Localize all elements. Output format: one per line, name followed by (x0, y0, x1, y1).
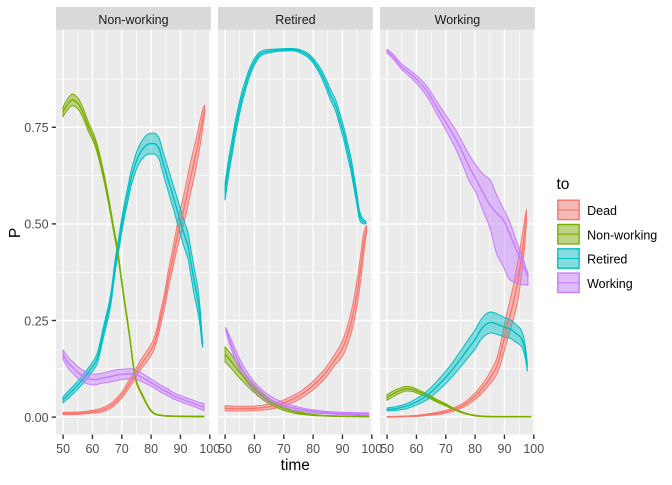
svg-text:Working: Working (435, 13, 481, 27)
svg-text:80: 80 (306, 442, 320, 456)
svg-text:90: 90 (174, 442, 188, 456)
svg-text:90: 90 (336, 442, 350, 456)
svg-text:0.25: 0.25 (24, 314, 48, 328)
svg-text:to: to (557, 176, 570, 193)
svg-text:70: 70 (115, 442, 129, 456)
svg-text:60: 60 (409, 442, 423, 456)
svg-text:0.75: 0.75 (24, 121, 48, 135)
svg-text:100: 100 (199, 442, 220, 456)
svg-text:100: 100 (523, 442, 544, 456)
svg-text:Non-working: Non-working (98, 13, 168, 27)
svg-text:P: P (7, 228, 24, 238)
svg-text:time: time (281, 457, 310, 474)
svg-text:50: 50 (218, 442, 232, 456)
svg-text:Dead: Dead (587, 204, 617, 218)
svg-text:Working: Working (587, 277, 633, 291)
svg-text:60: 60 (247, 442, 261, 456)
svg-text:Non-working: Non-working (587, 228, 657, 242)
svg-text:70: 70 (439, 442, 453, 456)
svg-text:90: 90 (498, 442, 512, 456)
svg-text:0.50: 0.50 (24, 218, 48, 232)
svg-text:50: 50 (380, 442, 394, 456)
svg-text:70: 70 (277, 442, 291, 456)
svg-text:80: 80 (468, 442, 482, 456)
svg-text:60: 60 (85, 442, 99, 456)
svg-text:Retired: Retired (587, 253, 627, 267)
svg-text:80: 80 (144, 442, 158, 456)
svg-text:Retired: Retired (275, 13, 315, 27)
svg-text:100: 100 (361, 442, 382, 456)
svg-text:50: 50 (56, 442, 70, 456)
svg-text:0.00: 0.00 (24, 411, 48, 425)
